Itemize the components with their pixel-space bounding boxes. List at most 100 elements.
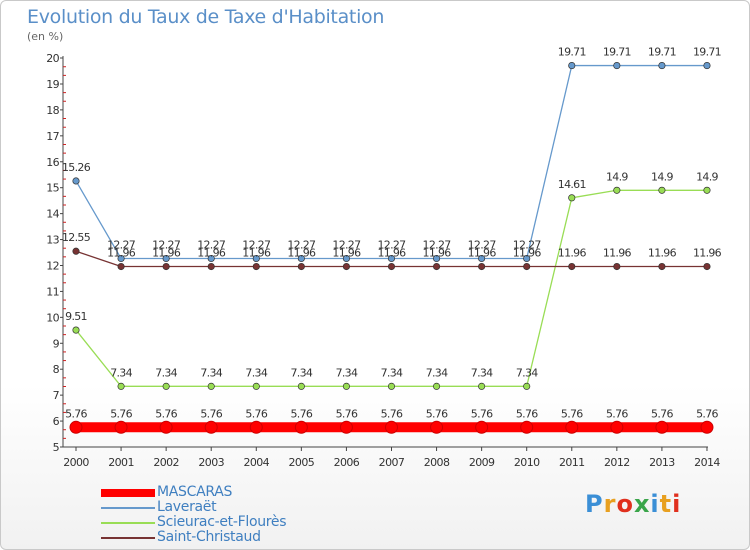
data-label: 12.27	[107, 238, 136, 251]
y-tick-label: 5	[53, 441, 60, 454]
data-point	[613, 262, 621, 271]
y-tick-label: 15	[46, 182, 59, 195]
data-point	[162, 262, 170, 271]
data-point	[387, 254, 396, 263]
data-point	[478, 254, 486, 263]
x-tick-label: 2010	[514, 456, 540, 469]
data-point	[294, 420, 308, 434]
data-label: 11.96	[107, 247, 136, 260]
data-label: 5.76	[516, 407, 538, 420]
data-label: 5.76	[561, 407, 583, 420]
data-label: 14.9	[696, 170, 718, 183]
legend-item: Laveraët	[101, 500, 286, 515]
data-point	[69, 420, 83, 434]
data-point	[700, 420, 714, 434]
data-label: 12.27	[377, 238, 406, 251]
x-tick-label: 2011	[559, 456, 585, 469]
y-tick-label: 10	[46, 311, 59, 324]
brand-letter: i	[672, 490, 682, 518]
data-label: 7.34	[290, 366, 312, 379]
data-point	[339, 420, 353, 434]
data-point	[207, 262, 215, 271]
data-point	[565, 420, 579, 434]
y-tick-label: 9	[53, 337, 60, 350]
y-tick-label: 6	[53, 415, 60, 428]
data-point	[252, 382, 260, 390]
data-label: 11.96	[468, 247, 497, 260]
data-label: 12.27	[287, 238, 316, 251]
series-line	[75, 64, 707, 260]
data-point	[252, 262, 260, 271]
x-tick-label: 2005	[289, 456, 315, 469]
data-point	[114, 420, 128, 434]
data-point	[613, 62, 621, 70]
data-point	[252, 254, 260, 263]
data-point	[342, 254, 350, 263]
x-tick-label: 2014	[694, 456, 720, 469]
chart-title: Evolution du Taux de Taxe d'Habitation	[27, 6, 385, 28]
data-point	[478, 382, 486, 390]
data-label: 11.96	[648, 247, 677, 260]
y-tick-label: 14	[46, 208, 59, 221]
chart-subtitle: (en %)	[27, 30, 64, 43]
data-label: 11.96	[558, 247, 587, 260]
legend-label: Saint-Christaud	[157, 529, 261, 545]
data-label: 11.96	[242, 247, 271, 260]
data-label: 11.96	[513, 247, 542, 260]
data-label: 14.61	[558, 178, 586, 191]
data-label: 7.34	[516, 366, 538, 379]
legend-swatch	[101, 536, 155, 539]
data-label: 5.76	[426, 407, 448, 420]
data-label: 7.34	[381, 366, 403, 379]
brand-letter: i	[650, 490, 660, 518]
data-point	[658, 262, 666, 271]
data-label: 12.27	[152, 238, 181, 251]
data-label: 5.76	[381, 407, 403, 420]
legend-item: Scieurac-et-Flourès	[101, 515, 287, 530]
x-tick-label: 2007	[379, 456, 405, 469]
y-tick-label: 19	[46, 78, 59, 91]
data-labels: 15.26 12.27 12.27 12.27 12.27 12.27 12.27 12.27…	[62, 46, 722, 421]
data-label: 14.9	[606, 170, 628, 183]
legend-swatch	[101, 521, 155, 524]
series-mascaras	[69, 420, 714, 434]
data-point	[520, 420, 534, 434]
data-label: 5.76	[471, 407, 493, 420]
data-label: 5.76	[155, 407, 177, 420]
brand-logo: Proxiti	[585, 490, 681, 518]
data-point	[384, 420, 398, 434]
data-point	[523, 254, 531, 263]
data-point	[430, 420, 444, 434]
legend-label: MASCARAS	[157, 484, 233, 500]
data-label: 11.96	[423, 247, 452, 260]
brand-letter: t	[659, 490, 673, 518]
data-label: 7.34	[110, 366, 132, 379]
data-label: 7.34	[336, 366, 358, 379]
data-label: 11.96	[197, 247, 226, 260]
series-lavera-t	[72, 62, 711, 263]
series-line	[75, 189, 707, 387]
x-tick-label: 2002	[153, 456, 179, 469]
data-label: 19.71	[558, 46, 586, 59]
y-tick-label: 17	[46, 130, 59, 143]
data-point	[117, 382, 125, 390]
data-point	[433, 262, 441, 271]
data-point	[204, 420, 218, 434]
data-point	[703, 186, 711, 194]
data-point	[658, 186, 666, 194]
legend-label: Laveraët	[157, 499, 217, 515]
data-label: 11.96	[287, 247, 316, 260]
data-point	[297, 262, 305, 271]
data-label: 5.76	[110, 407, 132, 420]
data-point	[72, 326, 80, 334]
series-saint-christaud	[72, 247, 711, 271]
data-label: 15.26	[62, 161, 91, 174]
data-label: 14.9	[651, 170, 673, 183]
data-point	[207, 382, 215, 390]
data-label: 5.76	[290, 407, 312, 420]
data-label: 5.76	[651, 407, 673, 420]
y-tick-label: 20	[46, 52, 59, 65]
data-label: 19.71	[648, 46, 676, 59]
data-label: 12.27	[242, 238, 271, 251]
